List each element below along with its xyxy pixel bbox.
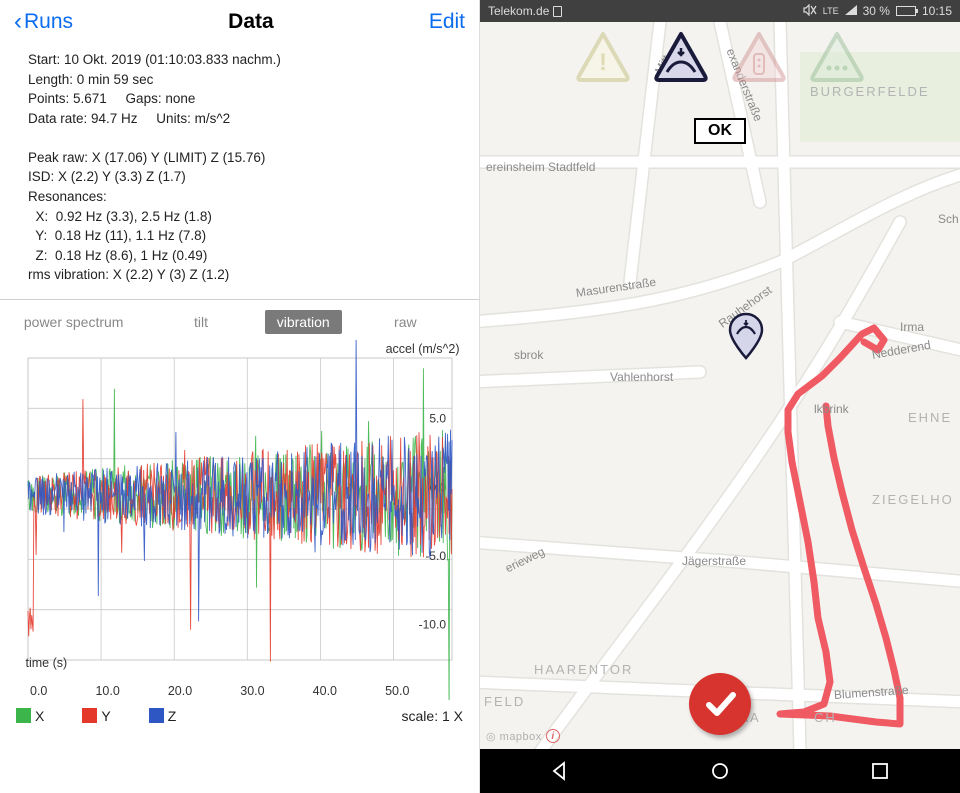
meta-start: Start: 10 Okt. 2019 (01:10:03.833 nachm.… (28, 50, 451, 70)
mapbox-logo-icon: ◎ mapbox (486, 730, 542, 743)
edit-button[interactable]: Edit (429, 10, 465, 34)
x-tick (457, 684, 460, 698)
svg-text:5.0: 5.0 (429, 411, 446, 425)
carrier-label: Telekom.de (488, 4, 549, 18)
clock: 10:15 (922, 4, 952, 18)
run-metadata: Start: 10 Okt. 2019 (01:10:03.833 nachm.… (0, 42, 479, 299)
record-button[interactable] (689, 673, 751, 735)
x-tick: 20.0 (168, 684, 192, 698)
hazard-signal-icon[interactable] (731, 30, 787, 82)
ios-nav-bar: ‹ Runs Data Edit (0, 0, 479, 42)
street-label: Irma (900, 320, 924, 334)
meta-res-label: Resonances: (28, 187, 451, 207)
x-tick: 50.0 (385, 684, 409, 698)
sim-icon (553, 6, 562, 17)
street-label: Sch (938, 212, 959, 226)
district-label: HAARENTOR (534, 662, 633, 677)
map-canvas[interactable]: ! OK ereinsheim StadtfeldMittexanderstra… (480, 22, 960, 749)
hazard-icon-row: ! (480, 30, 960, 82)
district-label: BURGERFELDE (810, 84, 930, 99)
info-icon[interactable]: i (546, 729, 560, 743)
nav-home-button[interactable] (698, 749, 742, 793)
mute-icon (803, 4, 817, 19)
street-label: lkbrink (814, 402, 849, 416)
svg-text:-10.0: -10.0 (418, 617, 446, 631)
legend-y: Y (82, 708, 110, 724)
swatch-x-icon (16, 708, 31, 723)
legend-x: X (16, 708, 44, 724)
hazard-warning-icon[interactable]: ! (575, 30, 631, 82)
street-label: Vahlenhorst (610, 370, 673, 384)
x-tick: 30.0 (240, 684, 264, 698)
svg-text:-5.0: -5.0 (425, 549, 446, 563)
x-tick-row: 0.0 10.0 20.0 30.0 40.0 50.0 (0, 684, 479, 702)
district-label: CH (814, 710, 837, 725)
meta-isd: ISD: X (2.2) Y (3.3) Z (1.7) (28, 167, 451, 187)
x-axis-label: time (s) (26, 656, 68, 670)
swatch-z-icon (149, 708, 164, 723)
meta-rate: Data rate: 94.7 Hz Units: m/s^2 (28, 109, 451, 129)
meta-blank (28, 128, 451, 148)
svg-text:!: ! (599, 49, 607, 76)
nav-back-button[interactable] (538, 749, 582, 793)
chart-tabs: power spectrum tilt vibration raw (0, 299, 479, 340)
street-label: Jägerstraße (682, 554, 746, 568)
map-phone-screen: Telekom.de LTE 30 % 10:15 ! (480, 0, 960, 793)
meta-res-y: Y: 0.18 Hz (11), 1.1 Hz (7.8) (28, 226, 451, 246)
android-status-bar: Telekom.de LTE 30 % 10:15 (480, 0, 960, 22)
x-tick: 0.0 (30, 684, 47, 698)
district-label: EHNE (908, 410, 952, 425)
scale-label: scale: 1 X (402, 708, 463, 724)
y-axis-label: accel (m/s^2) (386, 342, 460, 356)
street-label: ereinsheim Stadtfeld (486, 160, 595, 174)
checkmark-icon (703, 687, 737, 721)
vibration-chart: 5.0 0.0 -5.0 -10.0 time (s) accel (m/s^2) (10, 340, 470, 700)
swatch-y-icon (82, 708, 97, 723)
android-nav-bar (480, 749, 960, 793)
chevron-left-icon: ‹ (14, 8, 22, 36)
district-label: FELD (484, 694, 525, 709)
data-screen: ‹ Runs Data Edit Start: 10 Okt. 2019 (01… (0, 0, 480, 793)
tab-raw[interactable]: raw (342, 310, 469, 334)
meta-rms: rms vibration: X (2.2) Y (3) Z (1.2) (28, 265, 451, 285)
battery-icon (896, 6, 916, 16)
meta-res-x: X: 0.92 Hz (3.3), 2.5 Hz (1.8) (28, 207, 451, 227)
hazard-more-icon[interactable] (809, 30, 865, 82)
bump-pin-icon[interactable] (727, 312, 765, 365)
meta-length: Length: 0 min 59 sec (28, 70, 451, 90)
battery-pct: 30 % (863, 4, 890, 18)
signal-icon (845, 4, 857, 18)
tab-tilt[interactable]: tilt (137, 310, 264, 334)
meta-peak: Peak raw: X (17.06) Y (LIMIT) Z (15.76) (28, 148, 451, 168)
network-icon: LTE (823, 6, 839, 16)
back-label: Runs (24, 10, 73, 34)
ok-button[interactable]: OK (694, 118, 746, 144)
back-button[interactable]: ‹ Runs (14, 8, 73, 36)
tab-power-spectrum[interactable]: power spectrum (10, 310, 137, 334)
map-attribution: ◎ mapbox i (486, 729, 560, 743)
street-label: sbrok (514, 348, 543, 362)
chart-legend: X Y Z scale: 1 X (0, 700, 479, 734)
x-tick: 40.0 (313, 684, 337, 698)
hazard-bump-icon[interactable] (653, 30, 709, 82)
meta-res-z: Z: 0.18 Hz (8.6), 1 Hz (0.49) (28, 246, 451, 266)
tab-vibration[interactable]: vibration (265, 310, 342, 334)
meta-points: Points: 5.671 Gaps: none (28, 89, 451, 109)
page-title: Data (228, 10, 274, 34)
legend-z: Z (149, 708, 177, 724)
chart-canvas: 5.0 0.0 -5.0 -10.0 (10, 340, 470, 700)
district-label: ZIEGELHO (872, 492, 954, 507)
x-tick: 10.0 (95, 684, 119, 698)
nav-recent-button[interactable] (858, 749, 902, 793)
